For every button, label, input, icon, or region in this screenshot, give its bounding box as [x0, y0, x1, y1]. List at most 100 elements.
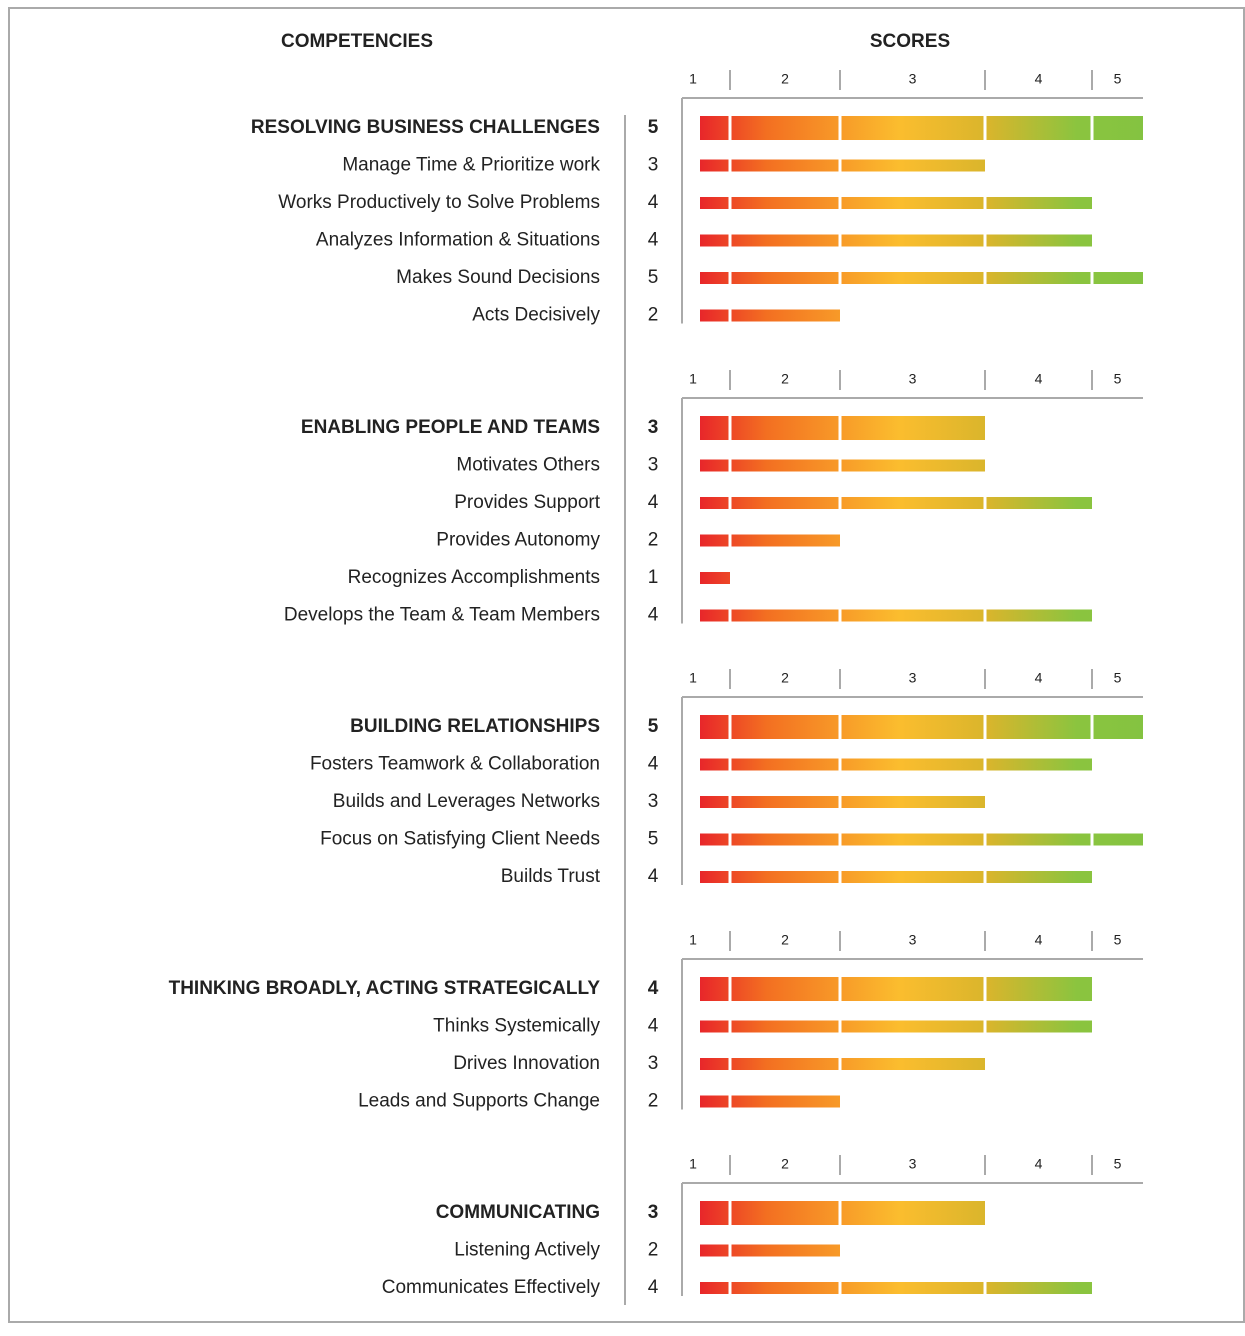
competency-label: Communicates Effectively: [382, 1277, 601, 1298]
bar: [700, 116, 1143, 140]
competency-score: 2: [648, 305, 659, 326]
competency-score: 1: [648, 567, 659, 588]
competency-score: 3: [648, 155, 659, 176]
competency-score: 4: [648, 1016, 659, 1037]
bar: [700, 272, 1143, 284]
header: COMPETENCIES: [281, 31, 433, 52]
x-tick-label: 5: [1114, 1156, 1122, 1172]
bar: [700, 416, 985, 440]
competency-label: Recognizes Accomplishments: [348, 567, 600, 588]
bar: [700, 833, 1143, 846]
competency-score: 4: [648, 754, 659, 775]
x-tick-label: 4: [1035, 670, 1043, 686]
competency-score: 4: [648, 492, 659, 513]
bar: [700, 758, 1092, 771]
competency-score: 4: [648, 605, 659, 626]
competency-label: Acts Decisively: [472, 305, 600, 326]
group-score: 5: [648, 716, 659, 737]
x-tick-label: 2: [781, 1156, 789, 1172]
bar: [700, 1201, 985, 1225]
competency-label: Leads and Supports Change: [358, 1091, 600, 1112]
competency-label: Makes Sound Decisions: [396, 267, 600, 288]
bar: [700, 1058, 985, 1070]
x-tick-label: 4: [1035, 371, 1043, 387]
competency-score: 2: [648, 1091, 659, 1112]
competency-label: Thinks Systemically: [433, 1016, 600, 1037]
x-tick-label: 3: [909, 932, 917, 948]
group-title: COMMUNICATING: [436, 1202, 600, 1223]
competency-score: 4: [648, 230, 659, 251]
x-tick-label: 5: [1114, 670, 1122, 686]
competency-label: Listening Actively: [454, 1240, 600, 1261]
group-score: 3: [648, 1202, 659, 1223]
x-tick-label: 2: [781, 71, 789, 87]
bar: [700, 1244, 840, 1257]
x-tick-label: 2: [781, 932, 789, 948]
x-tick-label: 1: [689, 1156, 697, 1172]
competency-score: 2: [648, 1240, 659, 1261]
competency-score: 5: [648, 267, 659, 288]
competency-label: Develops the Team & Team Members: [284, 605, 600, 626]
competency-label: Fosters Teamwork & Collaboration: [310, 754, 600, 775]
competency-label: Builds and Leverages Networks: [333, 791, 600, 812]
bar: [700, 572, 730, 584]
group-score: 3: [648, 417, 659, 438]
header: SCORES: [870, 31, 950, 52]
bar: [700, 796, 985, 808]
bar: [700, 609, 1092, 622]
competency-label: Builds Trust: [501, 866, 601, 887]
x-tick-label: 1: [689, 371, 697, 387]
x-tick-label: 4: [1035, 932, 1043, 948]
bar: [700, 309, 840, 322]
group-title: ENABLING PEOPLE AND TEAMS: [301, 417, 600, 438]
x-tick-label: 1: [689, 670, 697, 686]
group-title: BUILDING RELATIONSHIPS: [350, 716, 600, 737]
competency-score: 2: [648, 530, 659, 551]
bar: [700, 459, 985, 472]
competency-label: Analyzes Information & Situations: [316, 230, 600, 251]
bar: [700, 1095, 840, 1108]
x-tick-label: 3: [909, 670, 917, 686]
bar: [700, 197, 1092, 209]
competency-label: Drives Innovation: [453, 1053, 600, 1074]
x-tick-label: 1: [689, 71, 697, 87]
group-title: THINKING BROADLY, ACTING STRATEGICALLY: [169, 978, 601, 999]
x-tick-label: 4: [1035, 1156, 1043, 1172]
competency-score: 3: [648, 1053, 659, 1074]
competency-score: 4: [648, 1277, 659, 1298]
competency-label: Provides Support: [454, 492, 600, 513]
bar: [700, 715, 1143, 739]
bar: [700, 497, 1092, 509]
competency-label: Focus on Satisfying Client Needs: [320, 829, 600, 850]
bar: [700, 1020, 1092, 1033]
competency-label: Manage Time & Prioritize work: [342, 155, 600, 176]
competency-score: 4: [648, 192, 659, 213]
competency-label: Motivates Others: [456, 455, 600, 476]
competency-score: 3: [648, 455, 659, 476]
x-tick-label: 1: [689, 932, 697, 948]
competency-score: 5: [648, 829, 659, 850]
x-tick-label: 3: [909, 371, 917, 387]
competency-label: Provides Autonomy: [436, 530, 600, 551]
x-tick-label: 5: [1114, 71, 1122, 87]
x-tick-label: 2: [781, 670, 789, 686]
competency-score: 3: [648, 791, 659, 812]
group-score: 4: [648, 978, 659, 999]
group-title: RESOLVING BUSINESS CHALLENGES: [251, 117, 600, 138]
bar: [700, 234, 1092, 247]
competency-label: Works Productively to Solve Problems: [278, 192, 600, 213]
x-tick-label: 5: [1114, 932, 1122, 948]
bar: [700, 1282, 1092, 1294]
group-score: 5: [648, 117, 659, 138]
x-tick-label: 3: [909, 71, 917, 87]
bar: [700, 871, 1092, 883]
bar: [700, 534, 840, 547]
bar: [700, 977, 1092, 1001]
x-tick-label: 2: [781, 371, 789, 387]
frame: [8, 7, 1245, 1323]
x-tick-label: 4: [1035, 71, 1043, 87]
x-tick-label: 5: [1114, 371, 1122, 387]
x-tick-label: 3: [909, 1156, 917, 1172]
